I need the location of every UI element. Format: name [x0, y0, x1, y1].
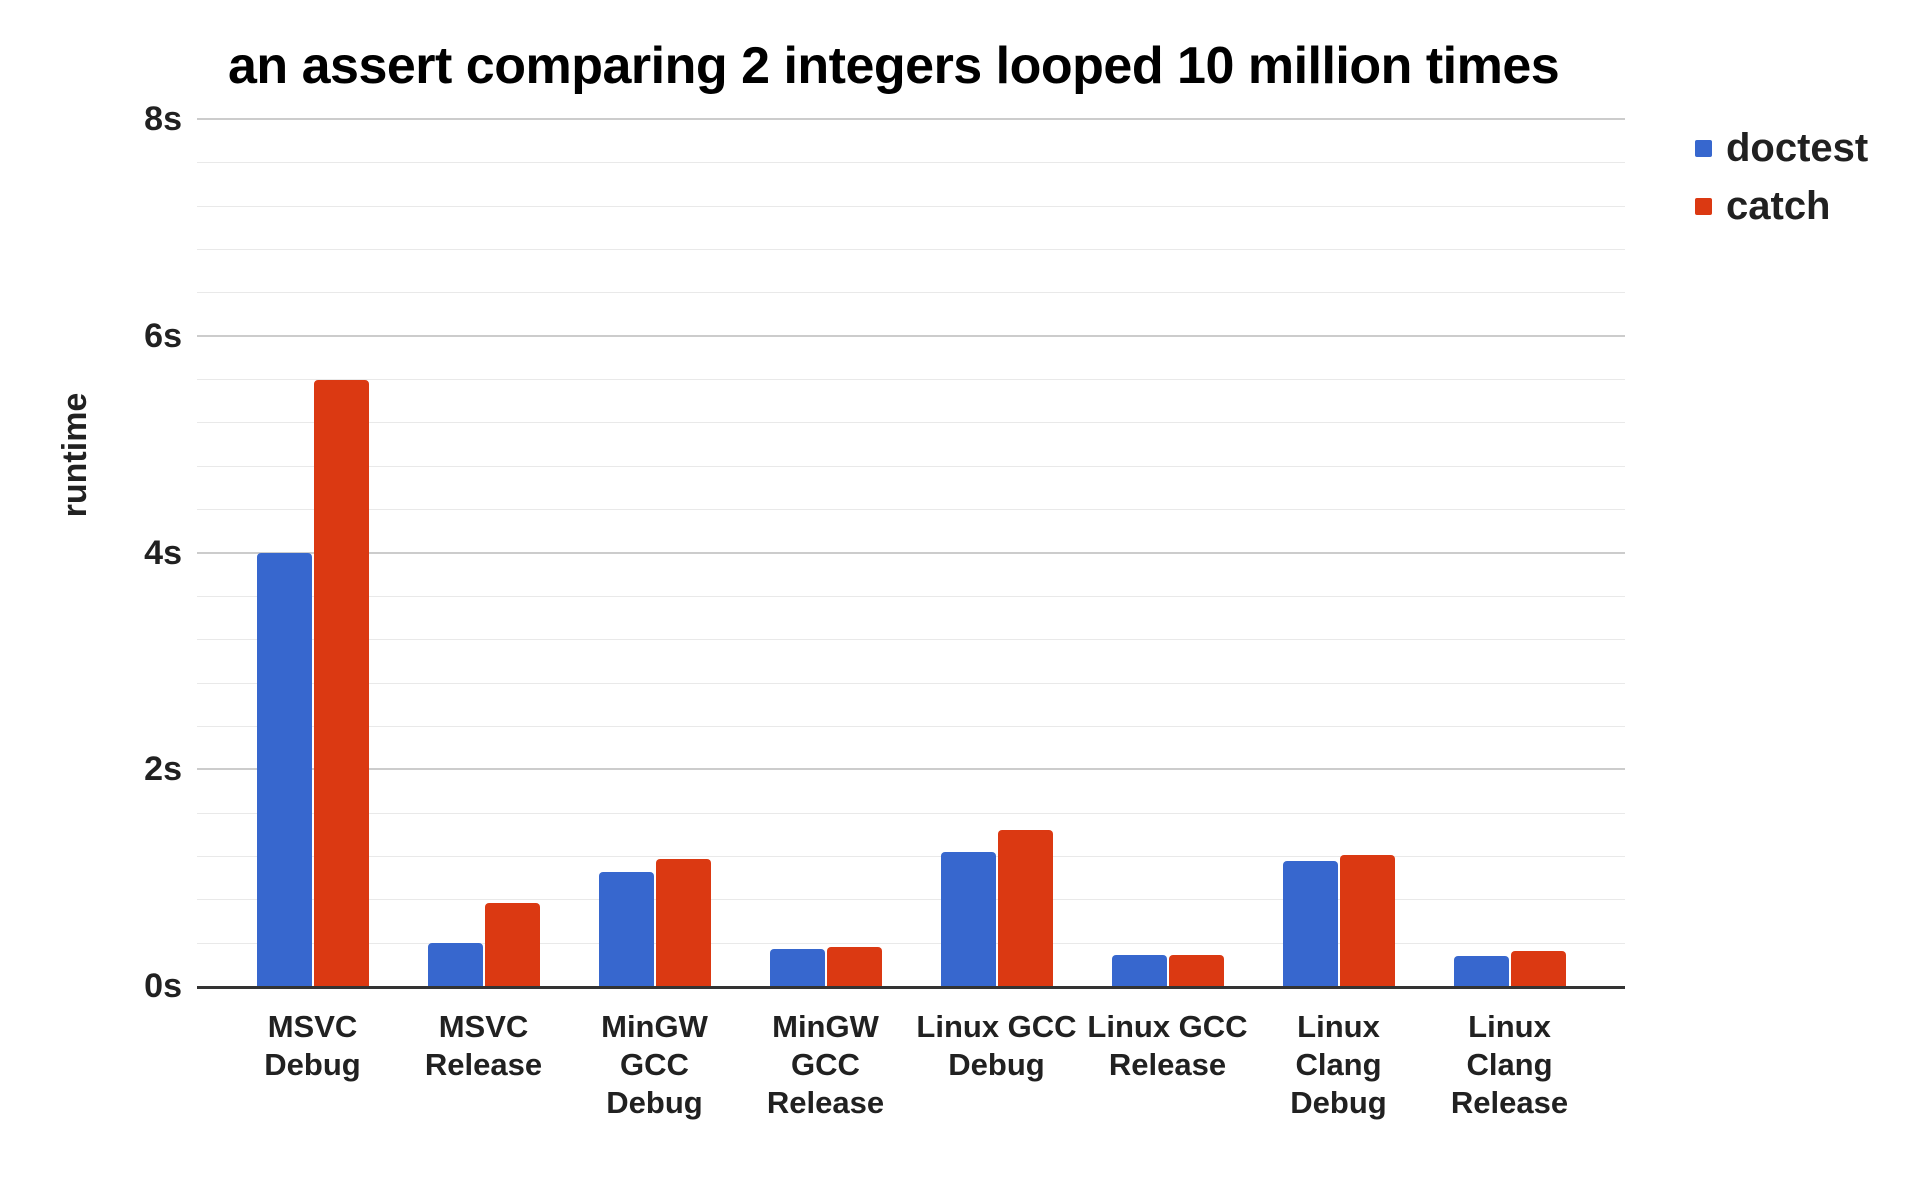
legend-label-doctest: doctest — [1726, 125, 1869, 170]
bar-doctest-mingw-gcc-release — [769, 949, 825, 986]
bar-group-mingw-gcc-release — [740, 119, 911, 986]
bar-catch-linux-gcc-release — [1168, 954, 1224, 986]
bar-doctest-linux-clang-release — [1453, 955, 1509, 986]
bars-row — [197, 119, 1625, 986]
minor-gridline — [197, 379, 1625, 381]
bar-catch-linux-clang-debug — [1339, 854, 1395, 986]
x-axis-label-line: MSVC — [438, 1009, 529, 1044]
legend-swatch-catch — [1695, 197, 1712, 215]
x-axis-label-line: Linux GCC — [1087, 1009, 1248, 1044]
minor-gridline — [197, 465, 1625, 467]
x-axis-label-line: Linux Clang — [1295, 1009, 1382, 1082]
legend-swatch-doctest — [1695, 139, 1712, 157]
y-tick-label: 8s — [144, 100, 182, 138]
major-gridline — [197, 118, 1625, 120]
minor-gridline — [197, 595, 1625, 597]
bar-doctest-msvc-release — [427, 942, 483, 986]
legend-label-catch: catch — [1726, 183, 1831, 228]
x-axis-label-line: Debug — [264, 1047, 361, 1082]
major-gridline — [197, 768, 1625, 771]
bar-group-msvc-debug — [227, 119, 398, 986]
bar-catch-mingw-gcc-release — [826, 947, 882, 986]
x-axis-label: Linux GCC Release — [1082, 1008, 1253, 1122]
minor-gridline — [197, 725, 1625, 727]
legend-entry-doctest: doctest — [1695, 126, 1868, 170]
x-axis-label-line: MinGW GCC — [772, 1009, 879, 1082]
y-tick-label: 0s — [144, 967, 182, 1005]
bar-catch-mingw-gcc-debug — [655, 859, 711, 986]
x-axis-label-line: MSVC — [267, 1009, 358, 1044]
y-tick-label: 6s — [144, 316, 182, 355]
x-axis-labels: MSVC Debug MSVC Release MinGW GCC Debug MinGW … — [197, 1008, 1625, 1122]
x-axis-label: MSVC Release — [398, 1008, 569, 1122]
y-axis-tick-labels: 0s 2s 4s 6s 8s — [0, 100, 182, 1005]
x-axis-label-line: Debug — [1290, 1085, 1387, 1120]
bar-catch-linux-clang-release — [1510, 951, 1566, 986]
x-axis-label: Linux GCC Debug — [911, 1008, 1082, 1122]
minor-gridline — [197, 812, 1625, 814]
x-axis-label-line: Linux Clang — [1466, 1009, 1553, 1082]
bar-catch-msvc-release — [484, 902, 540, 986]
bar-group-linux-clang-release — [1424, 119, 1595, 986]
bar-group-mingw-gcc-debug — [569, 119, 740, 986]
minor-gridline — [197, 899, 1625, 901]
bar-group-linux-gcc-release — [1082, 119, 1253, 986]
y-tick-label: 4s — [144, 533, 182, 572]
minor-gridline — [197, 422, 1625, 424]
major-gridline — [197, 334, 1625, 337]
bar-doctest-linux-gcc-debug — [940, 851, 996, 986]
x-axis-label-line: MinGW GCC — [601, 1009, 708, 1082]
minor-gridline — [197, 205, 1625, 207]
bar-doctest-linux-clang-debug — [1282, 861, 1338, 986]
legend: doctest catch — [1695, 126, 1868, 242]
bar-doctest-mingw-gcc-debug — [598, 872, 654, 986]
x-axis-label-line: Release — [424, 1047, 543, 1082]
minor-gridline — [197, 942, 1625, 944]
x-axis-label: MinGW GCC Debug — [569, 1008, 740, 1122]
x-axis-label-line: Debug — [948, 1047, 1045, 1082]
major-gridline — [197, 551, 1625, 554]
bar-catch-msvc-debug — [313, 380, 369, 986]
chart-title: an assert comparing 2 integers looped 10… — [228, 37, 1560, 95]
x-axis-label: MSVC Debug — [227, 1008, 398, 1122]
minor-gridline — [197, 162, 1625, 164]
bar-group-linux-gcc-debug — [911, 119, 1082, 986]
bar-doctest-linux-gcc-release — [1111, 954, 1167, 986]
x-axis-label-line: Release — [1108, 1047, 1227, 1082]
minor-gridline — [197, 855, 1625, 857]
x-axis-label: MinGW GCC Release — [740, 1008, 911, 1122]
minor-gridline — [197, 249, 1625, 251]
bar-group-msvc-release — [398, 119, 569, 986]
x-axis-label-line: Release — [766, 1085, 885, 1120]
minor-gridline — [197, 509, 1625, 511]
bar-group-linux-clang-debug — [1253, 119, 1424, 986]
bar-doctest-msvc-debug — [256, 552, 312, 986]
minor-gridline — [197, 292, 1625, 294]
x-axis-label: Linux Clang Debug — [1253, 1008, 1424, 1122]
bar-catch-linux-gcc-debug — [997, 829, 1053, 986]
x-axis-label-line: Release — [1450, 1085, 1569, 1120]
x-axis-label-line: Linux GCC — [916, 1009, 1077, 1044]
x-axis-label: Linux Clang Release — [1424, 1008, 1595, 1122]
minor-gridline — [197, 682, 1625, 684]
y-tick-label: 2s — [144, 750, 182, 789]
legend-entry-catch: catch — [1695, 184, 1868, 228]
x-axis-label-line: Debug — [606, 1085, 703, 1120]
plot-area — [197, 118, 1625, 989]
minor-gridline — [197, 639, 1625, 641]
